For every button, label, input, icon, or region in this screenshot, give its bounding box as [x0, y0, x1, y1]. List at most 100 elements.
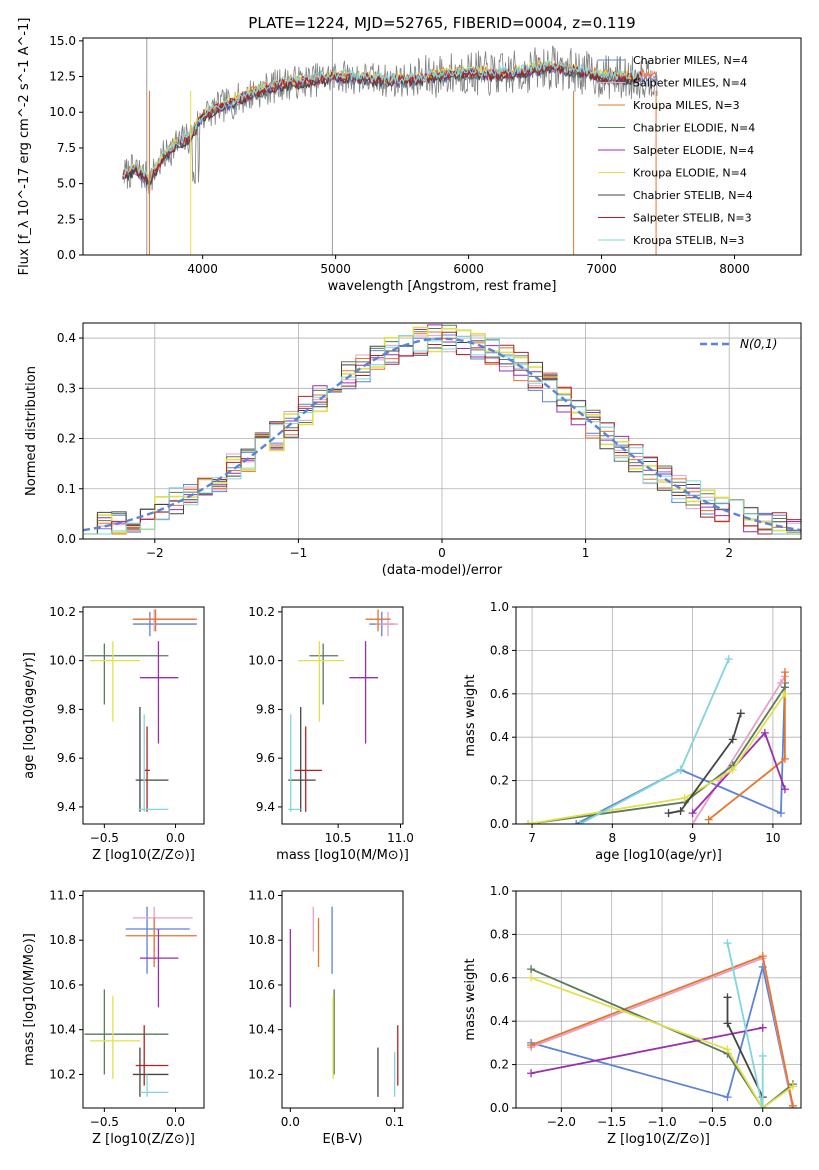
- age_mass-marks: [288, 609, 399, 812]
- weight_Z-xlabel: Z [log10(Z/Z⊙)]: [607, 1132, 710, 1147]
- weight-marker: [758, 1051, 767, 1060]
- mass_Z-xtick-label: 0.0: [166, 1115, 185, 1129]
- model-spectrum-kroupa-stelib: [122, 60, 642, 184]
- residuals-xtick-label: 2: [725, 546, 733, 560]
- mass_ebv-ytick-label: 10.4: [248, 1023, 275, 1037]
- weight-marker: [724, 655, 733, 664]
- weight-line-kroupa-elodie: [527, 693, 786, 824]
- age_mass-ytick-label: 10.0: [248, 654, 275, 668]
- weight_age-plot: 7 8 9 10 0.0 0.2 0.4 0.6 0.8 1.0 age [log10(age/yr…: [463, 600, 802, 863]
- weight_Z-xtick-label: 0.0: [753, 1115, 772, 1129]
- age_mass-xlabel: mass [log10(M/M⊙)]: [276, 848, 409, 863]
- weight-marker: [723, 1045, 732, 1054]
- spectrum-xtick-label: 8000: [719, 262, 750, 276]
- mass_ebv-ytick-label: 10.8: [248, 933, 275, 947]
- residual-hist-salpeter-stelib: [83, 331, 801, 539]
- residuals-xtick-label: −1: [290, 546, 308, 560]
- weight_age-xlabel: age [log10(age/yr)]: [595, 848, 722, 863]
- legend-entry: Kroupa MILES, N=3: [633, 99, 740, 112]
- age_Z-xtick-label: −0.5: [90, 831, 119, 845]
- age_Z-ytick-label: 10.2: [49, 605, 76, 619]
- age_mass-ytick-label: 9.8: [256, 702, 275, 716]
- spectrum-xtick-label: 6000: [453, 262, 484, 276]
- legend-entry: Salpeter MILES, N=4: [633, 77, 747, 90]
- spectrum-marks: [122, 38, 658, 255]
- legend-entry: Chabrier MILES, N=4: [633, 54, 748, 67]
- figure-title: PLATE=1224, MJD=52765, FIBERID=0004, z=0…: [248, 14, 635, 32]
- residuals-xtick-label: −2: [146, 546, 164, 560]
- weight-marker: [676, 765, 685, 774]
- weight-marker: [758, 952, 767, 961]
- mass_Z-marks: [84, 906, 197, 1097]
- legend-entry: Chabrier ELODIE, N=4: [633, 122, 755, 135]
- weight_age-ylabel: mass weight: [463, 674, 478, 756]
- legend-entry: Kroupa STELIB, N=3: [633, 234, 744, 247]
- weight_Z-plot: −2.0 −1.5 −1.0 −0.5 0.0 0.0 0.2 0.4 0.6 0.8 1.0 Z […: [463, 884, 802, 1147]
- age_mass-ytick-label: 9.6: [256, 751, 275, 765]
- weight_Z-ytick-label: 0.6: [490, 971, 509, 985]
- residuals-xtick-label: 1: [582, 546, 590, 560]
- residuals-ytick-label: 0.0: [57, 532, 76, 546]
- spectrum-ytick-label: 0.0: [57, 248, 76, 262]
- spectrum-ytick-label: 5.0: [57, 177, 76, 191]
- mass_Z-xtick-label: −0.5: [90, 1115, 119, 1129]
- weight-marker: [780, 668, 789, 677]
- mass_ebv-marks: [289, 906, 399, 1097]
- legend-entry: Salpeter ELODIE, N=4: [633, 144, 754, 157]
- age_mass-xtick-label: 11.0: [387, 831, 414, 845]
- spectrum-ylabel: Flux [f_λ 10^-17 erg cm^-2 s^-1 A^-1]: [17, 18, 32, 276]
- spectrum-ytick-label: 10.0: [49, 105, 76, 119]
- gaussian-curve: [83, 337, 801, 532]
- weight_age-xtick-label: 9: [689, 831, 697, 845]
- weight_age-xtick-label: 8: [609, 831, 617, 845]
- weight-line-chabrier-miles: [575, 682, 786, 824]
- weight_Z-xtick-label: −0.5: [698, 1115, 727, 1129]
- age_mass-xtick-label: 10.5: [325, 831, 352, 845]
- residuals-ytick-label: 0.4: [57, 331, 76, 345]
- age_Z-plot: −0.5 0.0 9.4 9.6 9.8 10.0 10.2 Z [log10(Z/Z⊙)] a…: [22, 605, 205, 863]
- mass_Z-ytick-label: 10.8: [49, 933, 76, 947]
- weight-marker: [760, 728, 769, 737]
- residuals-xtick-label: 0: [438, 546, 446, 560]
- weight-marker: [728, 765, 737, 774]
- weight-marker: [788, 1082, 797, 1091]
- weight_age-ytick-label: 1.0: [490, 600, 509, 614]
- weight-marker: [704, 815, 713, 824]
- weight_Z-xtick-label: −1.0: [647, 1115, 676, 1129]
- age_Z-xtick-label: 0.0: [166, 831, 185, 845]
- age_mass-frame: [281, 606, 404, 825]
- spectrum-xlabel: wavelength [Angstrom, rest frame]: [328, 279, 557, 294]
- mass_ebv-xtick-label: 0.0: [281, 1115, 300, 1129]
- weight_age-ytick-label: 0.8: [490, 643, 509, 657]
- weight-marker: [527, 1069, 536, 1078]
- weight_age-marks: [524, 655, 789, 824]
- weight-marker: [780, 785, 789, 794]
- weight-marker: [527, 1041, 536, 1050]
- weight-marker: [688, 809, 697, 818]
- weight_age-ytick-label: 0.6: [490, 687, 509, 701]
- mass_ebv-xtick-label: 0.1: [385, 1115, 404, 1129]
- weight-line-kroupa-stelib: [726, 942, 764, 1108]
- mass_Z-ytick-label: 10.6: [49, 978, 76, 992]
- age_Z-ylabel: age [log10(age/yr)]: [22, 652, 37, 779]
- weight_Z-frame: [515, 890, 802, 1109]
- weight_age-ytick-label: 0.4: [490, 730, 509, 744]
- spectrum-plot: 4000 5000 6000 7000 8000 0.0 2.5 5.0 7.5 10.0 12.5…: [17, 18, 802, 294]
- age_Z-ytick-label: 9.8: [57, 702, 76, 716]
- weight-marker: [688, 820, 697, 824]
- weight-marker: [780, 689, 789, 698]
- residuals-marks: [83, 324, 801, 539]
- observed-spectrum: [123, 45, 658, 195]
- mass_Z-xlabel: Z [log10(Z/Z⊙)]: [92, 1132, 195, 1147]
- weight-marker: [664, 809, 673, 818]
- age_Z-ytick-label: 9.6: [57, 751, 76, 765]
- residuals-xlabel: (data-model)/error: [382, 563, 503, 578]
- mass_ebv-frame: [281, 890, 404, 1109]
- age_Z-marks: [84, 609, 197, 812]
- spectrum-xtick-label: 7000: [586, 262, 617, 276]
- weight-line-salpeter-elodie: [530, 1026, 763, 1075]
- spectrum-ytick-label: 12.5: [49, 70, 76, 84]
- mass_ebv-xlabel: E(B-V): [322, 1132, 362, 1147]
